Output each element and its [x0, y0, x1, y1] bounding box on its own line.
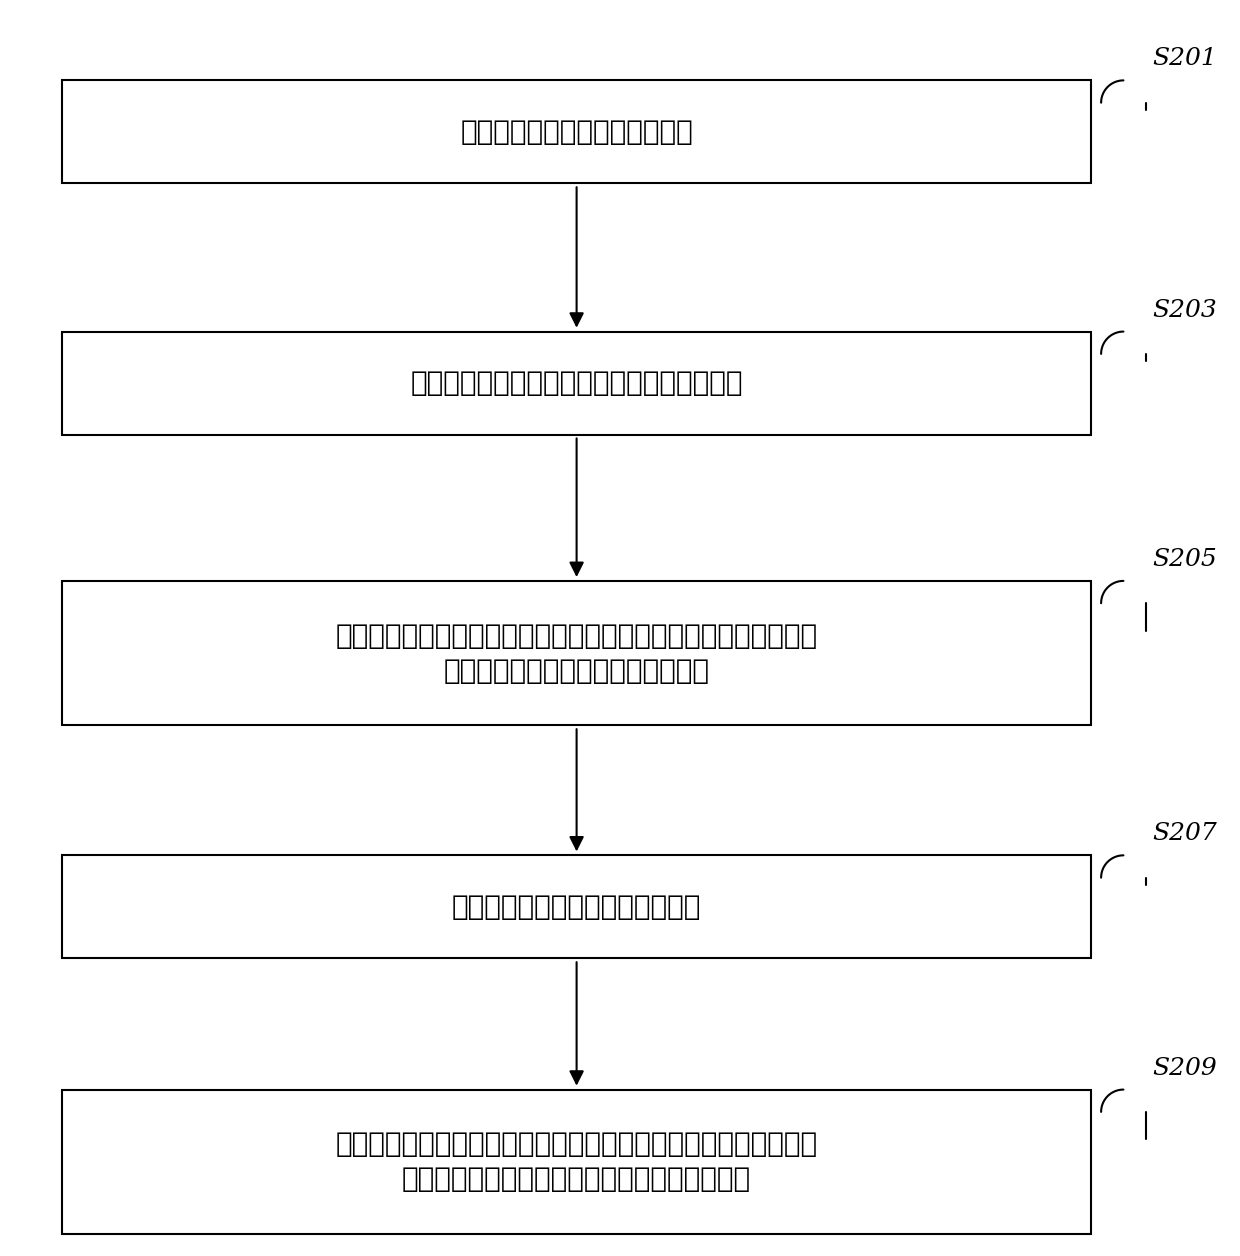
Text: 的颅脑灌注影像数据的分割结果图像: 的颅脑灌注影像数据的分割结果图像 [444, 657, 709, 685]
Text: S203: S203 [1152, 299, 1216, 322]
Bar [62, 1089, 1091, 1233]
Text: 获得所述待处理的颅脑灌注影像数据的目标区域: 获得所述待处理的颅脑灌注影像数据的目标区域 [402, 1166, 751, 1193]
Text: 对所述待处理的颅脑灌注影像数据进行预处理: 对所述待处理的颅脑灌注影像数据进行预处理 [410, 369, 743, 397]
Text: 将所述分割结果图像进行降噪处理: 将所述分割结果图像进行降噪处理 [451, 893, 702, 921]
Text: 将所述待处理的颅脑灌注影像数据输入分割模型，获得所述待处理: 将所述待处理的颅脑灌注影像数据输入分割模型，获得所述待处理 [336, 622, 817, 649]
Bar [62, 580, 1091, 726]
Text: S201: S201 [1152, 48, 1216, 70]
Bar [62, 80, 1091, 183]
Text: S207: S207 [1152, 823, 1216, 845]
Text: 通过连通域的方法对所述经过降噪处理的分割结果图像进行分析，: 通过连通域的方法对所述经过降噪处理的分割结果图像进行分析， [336, 1130, 817, 1158]
Text: S209: S209 [1152, 1056, 1216, 1079]
Bar [62, 332, 1091, 435]
Text: S205: S205 [1152, 548, 1216, 570]
Bar [62, 855, 1091, 958]
Text: 获取待处理的颅脑灌注影像数据: 获取待处理的颅脑灌注影像数据 [460, 118, 693, 146]
